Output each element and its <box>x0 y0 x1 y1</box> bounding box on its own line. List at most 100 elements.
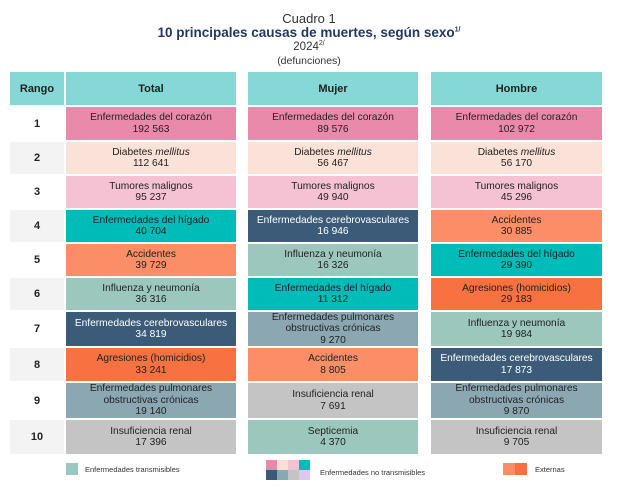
legend-externas: Externas <box>503 463 565 475</box>
death-count: 34 819 <box>135 329 167 340</box>
legend-swatch-tile <box>266 470 277 480</box>
cause-cell-hombre: Enfermedades del corazón 102 972 <box>431 107 602 140</box>
table-year: 20242/ <box>293 40 325 53</box>
rank-cell: 2 <box>10 142 64 174</box>
legend-swatch-no-transmisibles <box>266 460 310 480</box>
cause-name: Diabetes mellitus <box>478 147 556 159</box>
cause-name: Enfermedades cerebrovasculares <box>440 353 592 365</box>
legend-swatch-tile <box>515 463 527 475</box>
cause-name: Tumores malignos <box>475 181 558 193</box>
death-count: 45 296 <box>500 192 533 203</box>
cause-cell-total: Enfermedades del hígado 40 704 <box>66 210 236 242</box>
cause-name-text: Septicemia <box>307 425 359 437</box>
legend-swatch-externas <box>503 463 527 475</box>
legend-no-transmisibles: Enfermedades no transmisibles <box>266 460 426 480</box>
cause-cell-mujer: Diabetes mellitus 56 467 <box>248 142 418 174</box>
cause-name: Agresiones (homicidios) <box>462 283 571 295</box>
cause-name-text: Enfermedades del hígado <box>458 248 575 260</box>
legend-label-transmisibles: Enfermedades transmisibles <box>85 464 180 474</box>
column-header-hombre: Hombre <box>431 72 602 105</box>
cause-name-text: Enfermedades del corazón <box>90 112 212 123</box>
cause-cell-mujer: Enfermedades del corazón 89 576 <box>248 107 418 140</box>
legend-label-externas: Externas <box>535 464 565 474</box>
death-count: 29 390 <box>500 260 533 271</box>
death-count: 17 396 <box>135 437 167 448</box>
cause-cell-total: Tumores malignos 95 237 <box>66 176 236 208</box>
death-count: 112 641 <box>132 158 170 169</box>
cause-cell-total: Enfermedades del corazón 192 563 <box>66 107 236 140</box>
death-count: 16 946 <box>317 226 349 237</box>
cause-name-text: Influenza y neumonía <box>467 317 566 329</box>
cause-name-text: Enfermedades del hígado <box>92 214 210 226</box>
cause-cell-mujer: Enfermedades del hígado 11 312 <box>248 278 418 310</box>
cause-name-text: Enfermedades del hígado <box>274 282 392 294</box>
death-count: 102 972 <box>498 123 535 135</box>
cause-name-text: Enfermedades del corazón <box>272 112 394 123</box>
legend-swatch-tile <box>277 470 288 480</box>
cause-name-text: Insuficiencia renal <box>110 425 192 437</box>
cause-name: Enfermedades del hígado <box>275 283 392 295</box>
death-count: 40 704 <box>135 226 167 237</box>
legend-transmisibles: Enfermedades transmisibles <box>66 463 180 475</box>
cause-cell-hombre: Enfermedades del hígado 29 390 <box>431 244 602 276</box>
death-count: 30 885 <box>500 226 533 237</box>
cause-cell-hombre: Agresiones (homicidios) 29 183 <box>431 278 602 310</box>
title-footnote-marker: 1/ <box>454 26 461 34</box>
death-count: 49 940 <box>317 192 349 203</box>
legend-swatch-transmisibles <box>66 463 78 475</box>
cause-cell-hombre: Enfermedades pulmonares obstructivas cró… <box>431 383 602 418</box>
cause-name: Enfermedades pulmonares obstructivas cró… <box>263 312 403 335</box>
cause-cell-hombre: Accidentes 30 885 <box>431 210 602 242</box>
cause-name-text: Tumores malignos <box>109 180 193 192</box>
death-count: 192 563 <box>132 123 170 135</box>
cause-name-text: Influenza y neumonía <box>284 248 382 260</box>
cause-name-text: Accidentes <box>308 353 358 364</box>
cause-name-text: Accidentes <box>126 248 176 260</box>
cause-name: Insuficiencia renal <box>292 389 374 401</box>
cause-name: Enfermedades pulmonares obstructivas cró… <box>447 383 587 406</box>
cause-name: Accidentes <box>308 353 358 365</box>
table-unit: (defunciones) <box>277 55 341 67</box>
cause-cell-total: Diabetes mellitus 112 641 <box>66 142 236 174</box>
cause-name: Enfermedades del hígado <box>458 249 575 261</box>
cause-name: Tumores malignos <box>291 181 374 193</box>
year-footnote-marker: 2/ <box>318 40 325 48</box>
cause-name-text: Insuficiencia renal <box>475 425 558 437</box>
rank-cell: 8 <box>10 348 64 381</box>
death-count: 9 705 <box>503 437 530 448</box>
column-header-total: Total <box>66 72 236 105</box>
legend-swatch-tile <box>277 460 288 470</box>
cause-name: Influenza y neumonía <box>102 283 199 295</box>
death-count: 19 984 <box>500 329 533 340</box>
cause-name: Influenza y neumonía <box>468 318 565 330</box>
cause-name: Diabetes mellitus <box>112 147 190 159</box>
death-count: 39 729 <box>135 260 167 271</box>
cause-name: Insuficiencia renal <box>110 426 192 438</box>
legend-swatch-tile <box>299 470 310 480</box>
cause-name: Enfermedades del corazón <box>456 112 578 124</box>
cause-cell-hombre: Influenza y neumonía 19 984 <box>431 312 602 346</box>
legend-swatch-tile <box>503 463 515 475</box>
cause-cell-mujer: Tumores malignos 49 940 <box>248 176 418 208</box>
cause-cell-mujer: Insuficiencia renal 7 691 <box>248 383 418 418</box>
legend-label-no-transmisibles: Enfermedades no transmisibles <box>320 467 426 477</box>
cause-name: Enfermedades del corazón <box>272 112 394 124</box>
cause-name: Diabetes mellitus <box>294 147 372 159</box>
legend-swatch-tile <box>266 460 277 470</box>
cause-cell-hombre: Diabetes mellitus 56 170 <box>431 142 602 174</box>
cause-name-italic: mellitus <box>337 146 372 158</box>
cause-name-text: Agresiones (homicidios) <box>462 282 571 294</box>
cause-name-text: Enfermedades cerebrovasculares <box>74 317 228 329</box>
cause-name: Enfermedades cerebrovasculares <box>75 318 227 330</box>
rank-cell: 6 <box>10 278 64 310</box>
death-count: 17 873 <box>500 364 533 376</box>
death-count: 8 805 <box>320 364 346 376</box>
cause-name: Tumores malignos <box>109 181 192 193</box>
cause-name: Influenza y neumonía <box>284 249 381 261</box>
cause-name-text: Agresiones (homicidios) <box>96 353 206 364</box>
cause-name-text: Diabetes <box>294 146 335 158</box>
cause-name-text: Enfermedades del corazón <box>455 112 578 123</box>
cause-name: Insuficiencia renal <box>476 426 558 438</box>
death-count: 89 576 <box>317 123 349 135</box>
cause-name-text: Tumores malignos <box>291 180 375 192</box>
